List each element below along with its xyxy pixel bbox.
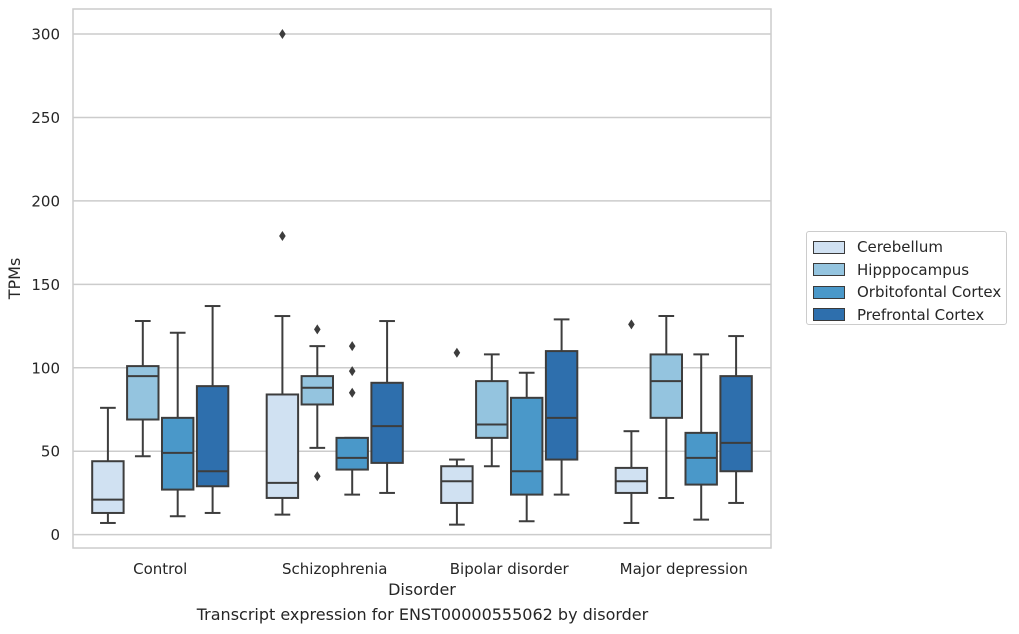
y-tick-label: 250 <box>31 109 60 127</box>
box <box>126 320 160 458</box>
outlier-point <box>453 347 461 358</box>
plot-frame <box>72 8 772 549</box>
box <box>475 353 509 468</box>
box <box>649 315 684 499</box>
iqr-box <box>649 353 684 419</box>
y-tick-label: 300 <box>31 26 60 44</box>
legend-label: Prefrontal Cortex <box>857 305 985 324</box>
outlier-point <box>279 230 286 241</box>
y-tick-label: 0 <box>50 526 60 544</box>
outlier-point <box>314 324 321 335</box>
iqr-box <box>440 465 474 504</box>
iqr-box <box>370 381 404 464</box>
y-tick-label: 200 <box>31 192 60 210</box>
legend-item: Hipppocampus <box>813 259 1006 282</box>
x-tick-label: Major depression <box>620 560 748 578</box>
box <box>614 319 649 524</box>
x-axis-ticks: Control Schizophrenia Bipolar disorder Majo… <box>133 560 748 578</box>
box <box>719 335 753 504</box>
legend-label: Hipppocampus <box>857 260 970 279</box>
box <box>509 371 544 523</box>
x-tick-label: Schizophrenia <box>282 560 387 578</box>
y-tick-label: 50 <box>41 443 60 461</box>
iqr-box <box>544 350 579 461</box>
outlier-point <box>279 29 286 40</box>
box <box>370 320 404 494</box>
box <box>195 305 230 514</box>
y-tick-label: 150 <box>31 276 60 294</box>
legend-item: Orbitofontal Cortex <box>813 281 1006 304</box>
chart-caption: Transcript expression for ENST0000055506… <box>196 605 649 624</box>
box <box>684 353 718 521</box>
iqr-box <box>335 436 369 471</box>
box <box>335 341 369 496</box>
legend: Cerebellum Hipppocampus Orbitofontal Corte… <box>806 231 1007 325</box>
iqr-box <box>265 393 300 499</box>
x-axis-label: Disorder <box>388 580 456 599</box>
y-axis-label: TPMs <box>5 258 24 301</box>
box <box>440 347 474 526</box>
iqr-box <box>91 460 125 514</box>
legend-swatch <box>813 263 845 277</box>
outlier-point <box>314 471 321 482</box>
iqr-box <box>509 396 544 496</box>
legend-swatch <box>813 240 845 254</box>
legend-swatch <box>813 308 845 322</box>
box <box>91 406 125 524</box>
outlier-point <box>348 387 356 398</box>
outlier-point <box>628 319 635 330</box>
x-tick-label: Bipolar disorder <box>450 560 570 578</box>
iqr-box <box>719 375 753 473</box>
y-axis-ticks: 0 50 100 150 200 250 300 <box>31 26 60 545</box>
outlier-point <box>348 341 356 352</box>
iqr-box <box>475 380 509 439</box>
iqr-box <box>300 375 335 406</box>
legend-swatch <box>813 285 845 299</box>
iqr-box <box>126 365 160 421</box>
iqr-box <box>195 385 230 488</box>
legend-item: Prefrontal Cortex <box>813 304 1006 327</box>
legend-item: Cerebellum <box>813 236 1006 259</box>
legend-label: Orbitofontal Cortex <box>857 283 1002 302</box>
box <box>265 29 300 516</box>
box <box>544 318 579 496</box>
legend-label: Cerebellum <box>857 238 943 257</box>
y-tick-label: 100 <box>31 359 60 377</box>
outlier-point <box>348 366 356 377</box>
x-tick-label: Control <box>133 560 187 578</box>
box <box>160 331 195 518</box>
boxes <box>91 29 753 526</box>
box <box>300 324 335 482</box>
